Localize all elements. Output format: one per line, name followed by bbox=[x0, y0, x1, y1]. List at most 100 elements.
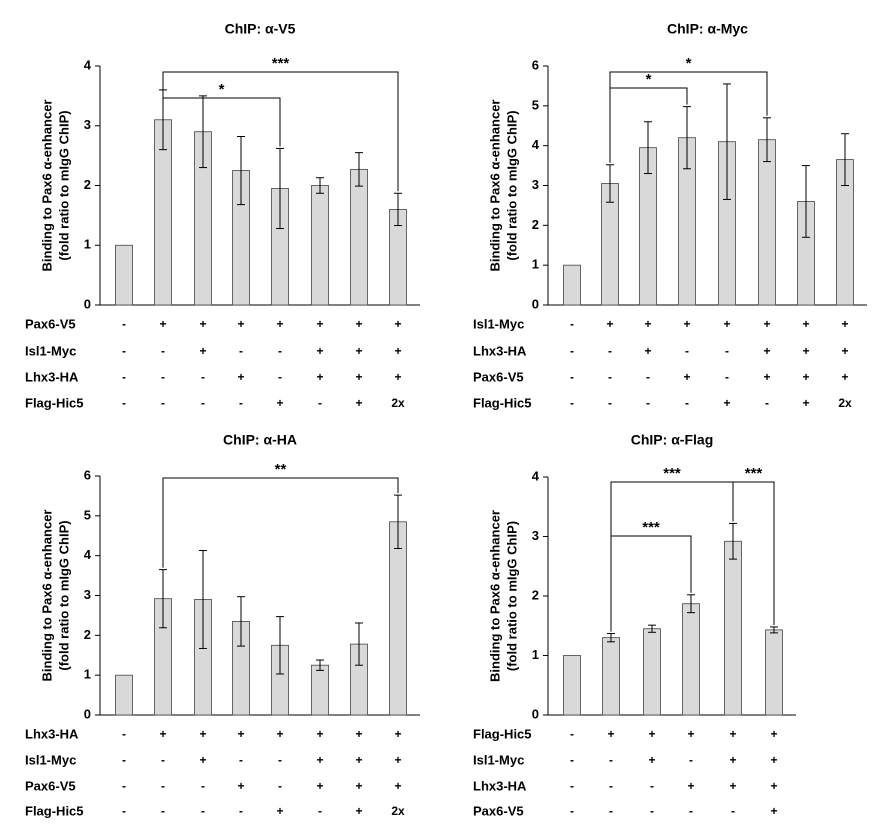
y-axis-label: (fold ratio to mIgG ChIP) bbox=[504, 521, 519, 671]
condition-cell: + bbox=[770, 779, 777, 793]
condition-cell: 2x bbox=[391, 396, 405, 410]
bar bbox=[563, 264, 581, 306]
condition-cell: - bbox=[122, 753, 126, 767]
y-tick-label: 2 bbox=[532, 587, 539, 602]
significance-label: *** bbox=[272, 55, 290, 72]
condition-name: Isl1-Myc bbox=[25, 343, 76, 358]
significance-label: *** bbox=[642, 519, 660, 536]
condition-cell: - bbox=[161, 344, 165, 358]
condition-cell: + bbox=[355, 727, 362, 741]
condition-cell: - bbox=[685, 396, 689, 410]
bar bbox=[765, 629, 783, 716]
condition-cell: 2x bbox=[391, 804, 405, 818]
condition-cell: + bbox=[606, 317, 613, 331]
condition-cell: + bbox=[237, 317, 244, 331]
condition-cell: + bbox=[316, 753, 323, 767]
condition-cell: + bbox=[648, 753, 655, 767]
significance-bracket bbox=[162, 477, 399, 568]
condition-cell: - bbox=[646, 396, 650, 410]
condition-cell: - bbox=[239, 753, 243, 767]
condition-cell: + bbox=[394, 727, 401, 741]
condition-cell: - bbox=[278, 344, 282, 358]
condition-cell: - bbox=[650, 804, 654, 818]
condition-cell: + bbox=[607, 727, 614, 741]
y-tick-label: 1 bbox=[84, 667, 91, 682]
condition-cell: + bbox=[276, 804, 283, 818]
y-tick-label: 5 bbox=[532, 97, 539, 112]
condition-cell: - bbox=[570, 370, 574, 384]
condition-cell: + bbox=[159, 317, 166, 331]
y-tick-label: 4 bbox=[532, 137, 540, 152]
condition-cell: - bbox=[689, 753, 693, 767]
condition-name: Isl1-Myc bbox=[25, 752, 76, 767]
significance-label: *** bbox=[663, 465, 681, 482]
condition-cell: - bbox=[278, 753, 282, 767]
bar bbox=[602, 637, 620, 716]
condition-cell: - bbox=[122, 344, 126, 358]
bar bbox=[724, 540, 742, 716]
condition-cell: + bbox=[199, 753, 206, 767]
condition-cell: - bbox=[570, 344, 574, 358]
condition-cell: + bbox=[394, 344, 401, 358]
condition-cell: + bbox=[687, 779, 694, 793]
condition-cell: + bbox=[763, 344, 770, 358]
y-axis-label: (fold ratio to mIgG ChIP) bbox=[56, 520, 71, 670]
condition-cell: - bbox=[122, 370, 126, 384]
condition-cell: + bbox=[729, 727, 736, 741]
bar bbox=[311, 185, 329, 306]
condition-name: Flag-Hic5 bbox=[473, 726, 532, 741]
chart-title: ChIP: α-Flag bbox=[631, 432, 714, 448]
condition-cell: - bbox=[731, 804, 735, 818]
y-tick-label: 3 bbox=[532, 528, 539, 543]
y-tick-label: 0 bbox=[532, 296, 539, 311]
condition-cell: - bbox=[608, 396, 612, 410]
condition-cell: - bbox=[122, 779, 126, 793]
condition-cell: + bbox=[355, 370, 362, 384]
condition-cell: + bbox=[316, 317, 323, 331]
significance-bracket bbox=[609, 71, 768, 163]
condition-cell: - bbox=[318, 396, 322, 410]
bar bbox=[115, 674, 133, 716]
condition-cell: - bbox=[122, 396, 126, 410]
condition-cell: - bbox=[201, 779, 205, 793]
condition-cell: - bbox=[608, 344, 612, 358]
condition-cell: - bbox=[239, 396, 243, 410]
chart-title: ChIP: α-Myc bbox=[667, 21, 748, 37]
significance-label: *** bbox=[745, 465, 763, 482]
condition-cell: - bbox=[570, 753, 574, 767]
condition-cell: - bbox=[609, 804, 613, 818]
condition-cell: + bbox=[802, 370, 809, 384]
condition-cell: - bbox=[161, 370, 165, 384]
chart-title: ChIP: α-HA bbox=[223, 432, 297, 448]
condition-cell: + bbox=[770, 753, 777, 767]
condition-cell: + bbox=[355, 344, 362, 358]
condition-cell: + bbox=[276, 727, 283, 741]
condition-cell: - bbox=[278, 370, 282, 384]
condition-name: Pax6-V5 bbox=[473, 369, 524, 384]
significance-bracket bbox=[610, 481, 734, 632]
condition-cell: + bbox=[802, 344, 809, 358]
condition-cell: - bbox=[201, 396, 205, 410]
bar bbox=[682, 603, 700, 716]
condition-cell: - bbox=[570, 396, 574, 410]
y-axis-label: Binding to Pax6 α-enhancer bbox=[487, 100, 502, 272]
condition-cell: + bbox=[729, 779, 736, 793]
significance-label: * bbox=[646, 71, 652, 88]
condition-name: Pax6-V5 bbox=[25, 316, 76, 331]
condition-cell: + bbox=[770, 727, 777, 741]
condition-cell: 2x bbox=[838, 396, 852, 410]
condition-cell: + bbox=[644, 344, 651, 358]
condition-cell: - bbox=[122, 317, 126, 331]
bar bbox=[758, 139, 776, 306]
condition-name: Isl1-Myc bbox=[473, 752, 524, 767]
significance-bracket bbox=[162, 71, 399, 192]
condition-cell: - bbox=[161, 779, 165, 793]
condition-cell: + bbox=[394, 370, 401, 384]
condition-cell: - bbox=[201, 804, 205, 818]
y-tick-label: 3 bbox=[532, 177, 539, 192]
condition-cell: + bbox=[159, 727, 166, 741]
condition-cell: - bbox=[570, 727, 574, 741]
y-tick-label: 5 bbox=[84, 507, 91, 522]
condition-cell: - bbox=[239, 804, 243, 818]
